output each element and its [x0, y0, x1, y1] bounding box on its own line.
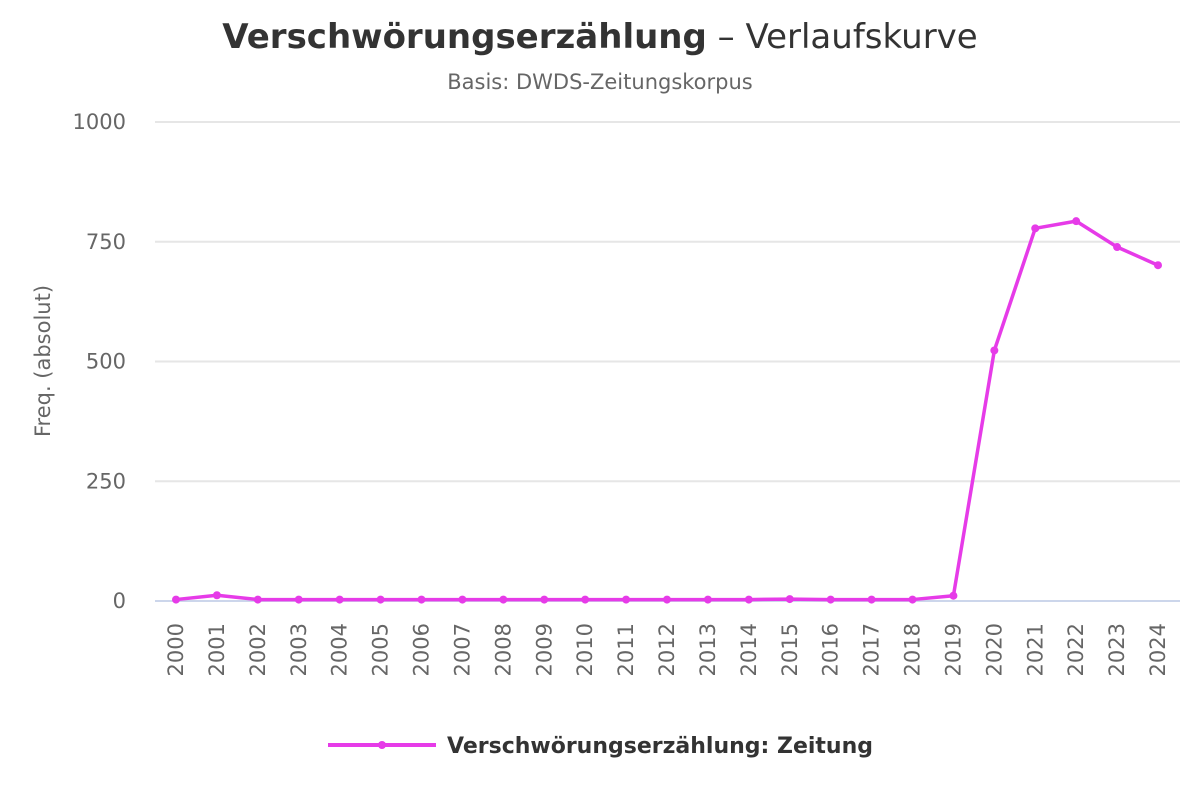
- data-point[interactable]: [785, 595, 794, 604]
- data-point[interactable]: [1154, 261, 1162, 270]
- series-group: [172, 217, 1162, 604]
- x-tick-label: 2001: [205, 623, 229, 676]
- x-tick-label: 2009: [532, 623, 556, 676]
- y-tick-label: 750: [86, 230, 126, 254]
- x-tick-label: 2017: [860, 623, 884, 676]
- data-point[interactable]: [1072, 217, 1081, 226]
- data-point[interactable]: [376, 595, 385, 604]
- chart-title: Verschwörungserzählung – Verlaufskurve: [222, 17, 977, 57]
- x-tick-label: 2016: [819, 623, 843, 676]
- data-point[interactable]: [212, 591, 221, 600]
- x-tick-label: 2006: [410, 623, 434, 676]
- x-tick-label: 2012: [655, 623, 679, 676]
- x-tick-label: 2002: [246, 623, 270, 676]
- legend-label[interactable]: Verschwörungserzählung: Zeitung: [447, 734, 873, 759]
- data-point[interactable]: [908, 595, 917, 604]
- x-tick-label: 2000: [164, 623, 188, 676]
- chart-subtitle: Basis: DWDS-Zeitungskorpus: [447, 70, 753, 94]
- legend-marker-icon: [378, 741, 386, 749]
- x-tick-label: 2007: [450, 623, 474, 676]
- x-tick-label: 2019: [941, 623, 965, 676]
- series-line: [174, 219, 1160, 602]
- x-tick-label: 2023: [1105, 623, 1129, 676]
- data-point[interactable]: [744, 595, 753, 604]
- chart-title-main: Verschwörungserzählung: [222, 17, 707, 57]
- x-tick-label: 2005: [369, 623, 393, 676]
- data-point[interactable]: [499, 595, 508, 604]
- x-tick-label: 2014: [737, 623, 761, 676]
- x-tick-label: 2015: [778, 623, 802, 676]
- data-point[interactable]: [253, 595, 262, 604]
- grid: [155, 121, 1180, 602]
- legend[interactable]: Verschwörungserzählung: Zeitung: [328, 734, 873, 759]
- y-tick-label: 250: [86, 469, 126, 493]
- data-point[interactable]: [663, 595, 671, 604]
- data-point[interactable]: [458, 595, 467, 604]
- x-tick-label: 2024: [1146, 623, 1170, 676]
- data-point[interactable]: [1113, 243, 1122, 252]
- x-tick-label: 2008: [491, 623, 515, 676]
- data-point[interactable]: [622, 595, 631, 604]
- x-tick-label: 2020: [982, 623, 1006, 676]
- data-point[interactable]: [1031, 224, 1040, 233]
- x-tick-label: 2018: [901, 623, 925, 676]
- y-tick-label: 0: [113, 589, 126, 613]
- y-axis: 0 250 500 750 1000: [73, 110, 126, 613]
- x-tick-label: 2022: [1064, 623, 1088, 676]
- x-tick-label: 2013: [696, 623, 720, 676]
- data-point[interactable]: [867, 595, 876, 604]
- data-point[interactable]: [540, 595, 549, 604]
- y-tick-label: 1000: [73, 110, 126, 134]
- data-point[interactable]: [417, 595, 426, 604]
- data-point[interactable]: [826, 595, 835, 604]
- y-axis-title: Freq. (absolut): [31, 285, 55, 437]
- x-tick-label: 2003: [287, 623, 311, 676]
- data-point[interactable]: [949, 591, 958, 600]
- x-axis: 2000 2001 2002 2003 2004 2005 2006 2007 2008 2009…: [164, 623, 1170, 676]
- chart-title-rest: – Verlaufskurve: [707, 17, 978, 57]
- y-tick-label: 500: [86, 350, 126, 374]
- x-tick-label: 2004: [328, 623, 352, 676]
- data-point[interactable]: [703, 595, 712, 604]
- x-tick-label: 2010: [573, 623, 597, 676]
- data-point[interactable]: [172, 595, 180, 604]
- x-tick-label: 2021: [1023, 623, 1047, 676]
- data-point[interactable]: [294, 595, 303, 604]
- x-tick-label: 2011: [614, 623, 638, 676]
- data-point[interactable]: [990, 346, 999, 355]
- data-point[interactable]: [335, 595, 344, 604]
- data-point[interactable]: [581, 595, 590, 604]
